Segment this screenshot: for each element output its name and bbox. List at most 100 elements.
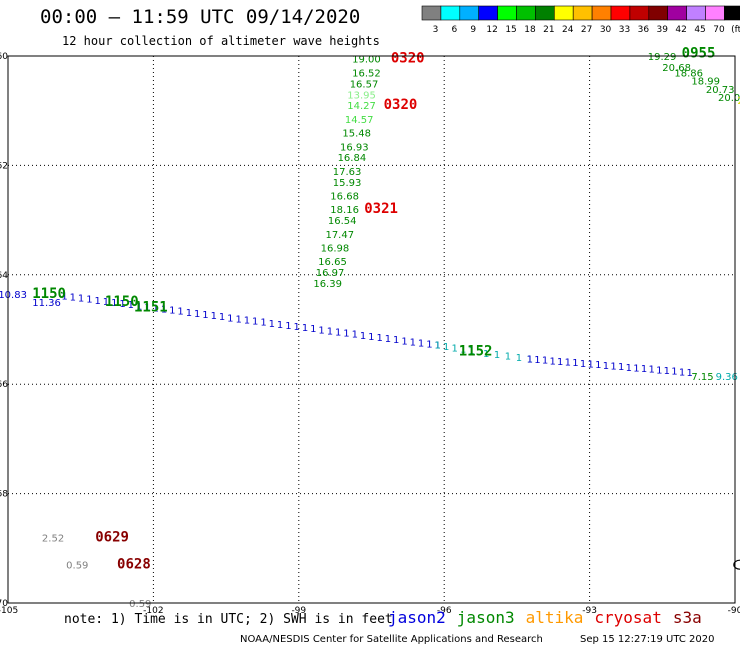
color-scale-swatch (591, 5, 612, 21)
wave-height-label: 15.93 (333, 178, 362, 189)
pass-time-label: 0955 (682, 45, 716, 61)
track-glyph: 1 (460, 345, 466, 356)
track-glyph: 1 (527, 354, 533, 365)
wave-height-label: 0.59 (129, 599, 151, 610)
wave-height-label: 10.83 (0, 290, 27, 301)
track-glyph: 1 (169, 306, 175, 317)
track-glyph: 1 (534, 355, 540, 366)
track-glyph: 1 (327, 326, 333, 337)
track-glyph: 1 (418, 338, 424, 349)
x-tick-label: -102 (143, 606, 163, 616)
satellite-legend-entry: s3a (672, 608, 702, 627)
wave-height-label: 16.57 (350, 79, 379, 90)
wave-height-label: 19.00 (352, 55, 381, 66)
wave-height-label: 24.6 (737, 96, 740, 107)
track-glyph: 1 (343, 329, 349, 340)
pass-time-label: 0628 (117, 557, 151, 573)
track-glyph: 1 (352, 330, 358, 341)
track-glyph: 1 (302, 323, 308, 334)
satellite-legend-entry: altika (525, 608, 584, 627)
track-glyph: 1 (186, 308, 192, 319)
color-scale-swatch (535, 5, 555, 21)
wave-height-label: 9.36 (716, 372, 738, 383)
track-glyph: 1 (671, 367, 677, 378)
track-glyph: 1 (144, 302, 150, 313)
track-glyph: 1 (227, 313, 233, 324)
color-scale-swatch (516, 5, 536, 21)
track-glyph: 1 (580, 359, 586, 370)
pass-time-label: 1152 (459, 343, 493, 359)
track-glyph: 1 (618, 362, 624, 373)
x-tick-label: -93 (582, 606, 597, 616)
track-glyph: 1 (483, 349, 489, 360)
track-glyph: 1 (294, 322, 300, 333)
wave-height-label: 14.27 (347, 101, 376, 112)
wave-height-label: 17.47 (325, 230, 354, 241)
wave-height-label: 16.52 (352, 68, 381, 79)
credit-line: NOAA/NESDIS Center for Satellite Applica… (240, 634, 543, 645)
color-scale-label: 33 (619, 25, 630, 35)
color-scale-label: 21 (543, 25, 554, 35)
wave-height-label: 16.65 (318, 257, 347, 268)
track-glyph: 1 (194, 309, 200, 320)
satellite-legend-entry: cryosat (594, 608, 662, 627)
track-glyph: 1 (177, 307, 183, 318)
track-glyph: 1 (219, 312, 225, 323)
wave-height-label: 16.98 (321, 243, 350, 254)
track-glyph: 1 (641, 364, 647, 375)
track-glyph: 1 (401, 336, 407, 347)
pass-time-label: 0320 (391, 51, 425, 67)
color-scale-swatch (648, 5, 668, 21)
track-glyph: 1 (136, 301, 142, 312)
track-glyph: 1 (595, 360, 601, 371)
track-glyph: 1 (252, 317, 258, 328)
track-glyph: 1 (161, 305, 167, 316)
track-glyph: 1 (119, 299, 125, 310)
y-tick-label: -68 (0, 490, 8, 500)
color-scale-label: (ft) (731, 25, 740, 35)
color-scale-label: 30 (600, 25, 612, 35)
track-glyph: 1 (111, 298, 117, 309)
track-glyph: 1 (385, 334, 391, 345)
track-glyph: 1 (61, 291, 67, 302)
track-glyph: 1 (318, 325, 324, 336)
wave-height-label: 14.57 (345, 115, 374, 126)
track-glyph: 1 (656, 365, 662, 376)
track-glyph: 1 (435, 341, 441, 352)
track-glyph: 1 (610, 361, 616, 372)
color-scale-label: 6 (451, 25, 457, 35)
wave-height-label: 16.97 (316, 268, 345, 279)
pass-time-label: 1150 (105, 294, 139, 310)
color-scale-swatch (724, 5, 740, 21)
x-tick-label: -99 (291, 606, 306, 616)
page-subtitle: 12 hour collection of altimeter wave hei… (62, 34, 380, 48)
track-glyph: 1 (393, 335, 399, 346)
wave-height-label: 15.48 (342, 129, 371, 140)
color-scale-label: 36 (638, 25, 650, 35)
color-scale-swatch (705, 5, 725, 21)
footnote: note: 1) Time is in UTC; 2) SWH is in fe… (64, 612, 393, 627)
color-scale-swatch (497, 5, 517, 21)
wave-height-label: 13.95 (347, 90, 376, 101)
x-tick-label: -96 (437, 606, 452, 616)
color-scale-label: 27 (581, 25, 592, 35)
pass-time-label: 0320 (384, 97, 418, 113)
wave-height-label: 19.29 (648, 52, 677, 63)
track-glyph: 1 (527, 354, 533, 365)
wave-height-label: 17.63 (333, 167, 362, 178)
track-glyph: 1 (542, 356, 548, 367)
track-glyph: 1 (468, 346, 474, 357)
y-tick-label: -62 (0, 161, 8, 171)
color-scale-swatch (459, 5, 479, 21)
track-glyph: 1 (648, 365, 654, 376)
wave-height-label: 7.15 (691, 372, 713, 383)
track-glyph: 1 (505, 352, 511, 363)
track-glyph: 1 (285, 321, 291, 332)
track-glyph: 1 (565, 358, 571, 369)
y-tick-label: -66 (0, 380, 8, 390)
track-glyph: 1 (70, 293, 76, 304)
track-glyph: 1 (235, 314, 241, 325)
x-tick-label: -105 (0, 606, 18, 616)
wave-height-label: 16.93 (340, 142, 369, 153)
